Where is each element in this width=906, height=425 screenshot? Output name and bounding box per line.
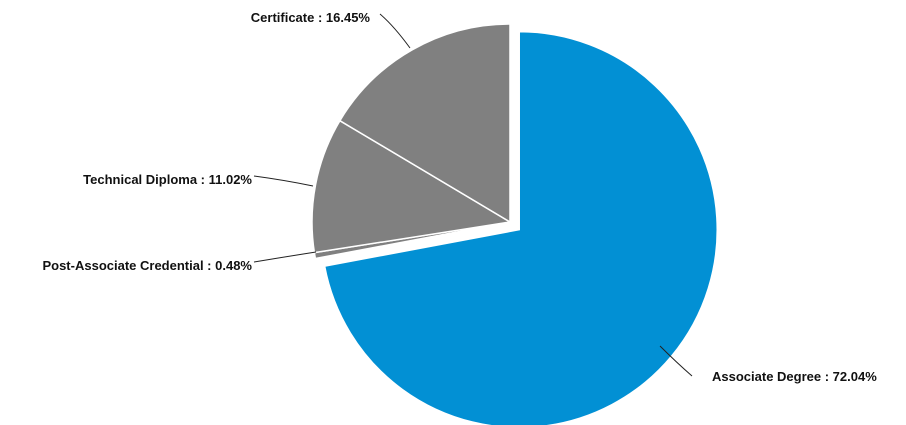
pie-slice-certificate — [338, 23, 511, 224]
pie-slices — [311, 23, 718, 425]
slice-labels: Associate Degree : 72.04% Post-Associate… — [42, 10, 877, 384]
leader-line-associate-degree — [659, 345, 693, 377]
leader-line-certificate — [379, 13, 411, 49]
leader-lines — [253, 13, 693, 377]
pie-slice-associate-degree — [323, 30, 718, 425]
slice-label-post-associate-credential: Post-Associate Credential : 0.48% — [42, 258, 252, 273]
leader-line-technical-diploma — [253, 175, 314, 187]
slice-label-technical-diploma: Technical Diploma : 11.02% — [83, 172, 252, 187]
slice-label-certificate: Certificate : 16.45% — [251, 10, 371, 25]
leader-line-post-associate-credential — [253, 251, 317, 263]
slice-label-associate-degree: Associate Degree : 72.04% — [712, 369, 877, 384]
pie-slice-technical-diploma — [311, 119, 513, 254]
